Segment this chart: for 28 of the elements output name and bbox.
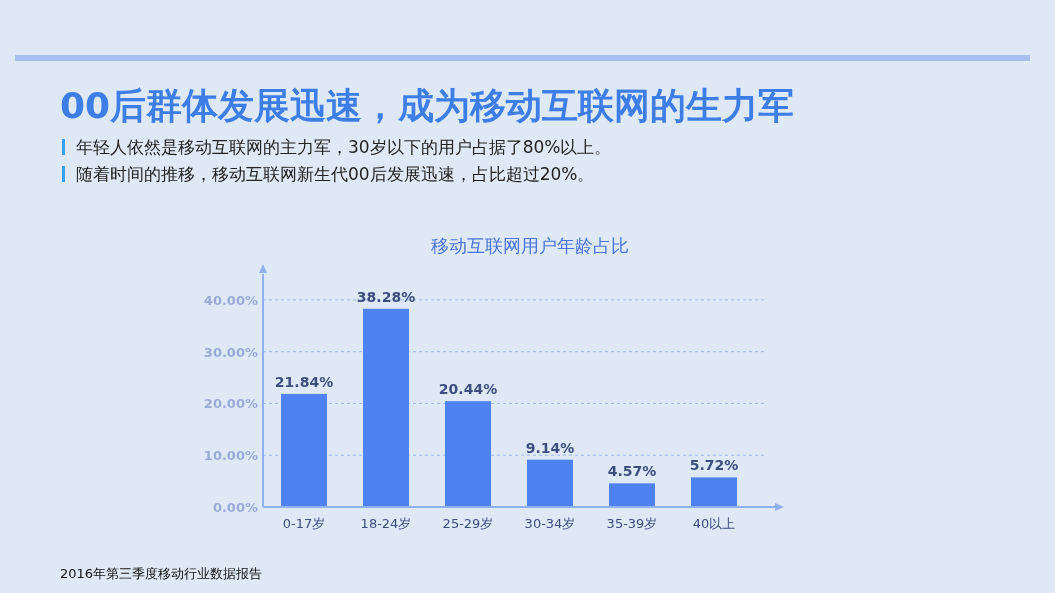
x-tick-label: 30-34岁	[524, 516, 576, 531]
x-tick-label: 0-17岁	[282, 516, 326, 531]
y-tick-label: 20.00%	[203, 396, 258, 412]
x-tick-label: 40以上	[692, 516, 736, 531]
data-label: 5.72%	[689, 457, 739, 474]
data-label: 21.84%	[274, 373, 334, 390]
x-tick-label: 18-24岁	[360, 516, 412, 531]
x-tick-label: 25-29岁	[442, 516, 494, 531]
x-tick-label: 35-39岁	[606, 516, 658, 531]
data-label: 38.28%	[356, 288, 416, 305]
bar	[527, 459, 573, 507]
y-tick-label: 10.00%	[203, 448, 258, 464]
bar	[609, 483, 655, 507]
y-tick-label: 40.00%	[203, 292, 258, 308]
y-tick-label: 30.00%	[203, 344, 258, 360]
chart-title: 00后群体发展迅速，成为移动互联网的生力军	[60, 85, 795, 126]
data-label: 4.57%	[607, 463, 657, 480]
y-tick-label: 0.00%	[212, 500, 258, 515]
bar	[363, 308, 409, 507]
text: 年轻人依然是移动互联网的主力军，30岁以下的用户占据了80%以上。	[76, 137, 612, 157]
chart-subtitle: 移动互联网用户年龄占比	[431, 235, 629, 256]
data-label: 20.44%	[438, 381, 498, 398]
bar	[281, 393, 327, 507]
text: 2016年第三季度移动行业数据报告	[60, 566, 263, 581]
bar	[445, 401, 491, 507]
bar	[691, 477, 737, 507]
text: 随着时间的推移，移动互联网新生代00后发展迅速，占比超过20%。	[76, 164, 595, 184]
data-label: 9.14%	[525, 439, 575, 456]
